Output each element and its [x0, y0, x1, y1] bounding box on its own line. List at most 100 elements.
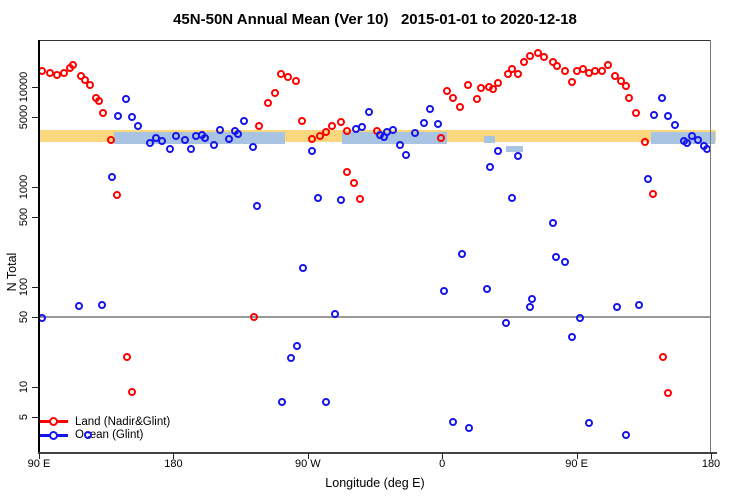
data-point-ocean [493, 147, 502, 156]
data-point-ocean [224, 135, 233, 143]
data-point-land [590, 66, 599, 75]
data-point-ocean [433, 120, 442, 128]
data-point-ocean [486, 162, 494, 171]
data-point-land [76, 71, 85, 80]
data-point-ocean [508, 193, 517, 202]
data-point-ocean [514, 152, 523, 161]
data-point-land [477, 84, 485, 92]
data-point-land [254, 122, 263, 131]
data-point-ocean [166, 145, 175, 153]
data-point-ocean [551, 253, 560, 261]
data-point-land [356, 195, 365, 203]
data-point-land [276, 70, 285, 78]
data-point-ocean [548, 219, 557, 227]
data-point-ocean [233, 130, 242, 138]
x-axis-title: Longitude (deg E) [325, 476, 425, 490]
y-tick [32, 87, 38, 88]
x-tick-label: 90 E [27, 458, 51, 470]
data-point-land [539, 52, 548, 61]
data-point-ocean [253, 201, 261, 210]
data-point-ocean [439, 287, 448, 296]
data-point-land [663, 389, 672, 398]
x-tick-label: 180 [701, 458, 721, 470]
data-point-land [520, 58, 529, 66]
data-point-land [99, 109, 108, 117]
data-point-ocean [248, 143, 257, 152]
data-point-ocean [127, 113, 136, 122]
data-point-land [297, 117, 306, 125]
y-tick-label: 10 [18, 381, 30, 394]
x-axis-line [38, 452, 717, 454]
y-tick-label: 5 [18, 414, 30, 421]
data-point-ocean [187, 145, 196, 153]
data-point-land [284, 73, 293, 81]
x-tick-label: 90 E [565, 458, 588, 470]
plot-border-top [39, 40, 711, 41]
data-point-land [336, 118, 345, 126]
data-point-land [52, 70, 61, 79]
data-point-land [69, 61, 78, 69]
data-point-ocean [239, 117, 248, 125]
data-point-land [503, 70, 512, 78]
legend-marker-land-line [40, 417, 68, 427]
data-point-land [514, 70, 523, 78]
data-point-land [621, 81, 630, 90]
data-point-ocean [293, 341, 302, 350]
x-tick [576, 453, 578, 459]
legend-marker-ocean-circle-icon [49, 430, 58, 440]
data-point-ocean [663, 112, 672, 120]
data-point-land [489, 85, 497, 93]
data-point-ocean [365, 108, 373, 117]
data-point-ocean [644, 175, 653, 184]
data-point-land [448, 94, 457, 102]
data-point-land [632, 109, 641, 117]
data-point-land [127, 388, 136, 397]
data-point-ocean [357, 123, 366, 131]
data-point-ocean [209, 141, 218, 150]
data-point-land [648, 189, 657, 198]
y-tick [32, 287, 38, 289]
data-point-land [442, 87, 451, 95]
data-point-ocean [526, 302, 535, 311]
data-point-land [81, 76, 90, 84]
data-point-land [106, 136, 115, 145]
y-tick [32, 117, 38, 119]
data-point-ocean [314, 193, 323, 202]
y-tick-label: 100 [18, 277, 30, 297]
data-point-ocean [448, 417, 457, 426]
data-point-ocean [108, 173, 117, 181]
y-tick [32, 187, 38, 189]
data-point-ocean [308, 147, 317, 156]
data-point-ocean [527, 295, 536, 304]
data-point-land [568, 78, 577, 87]
data-point-ocean [396, 141, 405, 150]
data-point-land [112, 191, 121, 200]
data-point-land [315, 132, 324, 140]
data-point-land [598, 66, 606, 75]
data-point-ocean [457, 250, 466, 259]
data-point-land [472, 95, 481, 103]
data-point-ocean [121, 95, 130, 103]
y-axis-line [38, 40, 40, 454]
data-point-ocean [687, 132, 696, 140]
data-point-land [321, 128, 330, 136]
data-point-ocean [411, 129, 420, 137]
data-point-ocean [172, 132, 181, 140]
legend-label-land: Land (Nadir&Glint) [75, 415, 171, 428]
data-point-ocean [215, 126, 224, 134]
legend: Land (Nadir&Glint) Ocean (Glint) [40, 415, 170, 442]
chart-title: 45N-50N Annual Mean (Ver 10) 2015-01-01 … [173, 11, 577, 28]
legend-label-ocean: Ocean (Glint) [75, 429, 144, 442]
data-point-ocean [650, 111, 659, 119]
y-tick-label: 50 [18, 311, 30, 324]
data-point-land [270, 89, 279, 97]
data-point-land [611, 71, 620, 80]
y-axis-title: N Total [5, 252, 19, 292]
data-point-land [617, 76, 626, 85]
y-tick-label: 5000 [18, 104, 30, 130]
data-point-ocean [299, 264, 308, 273]
data-point-ocean [693, 136, 702, 145]
data-point-land [526, 52, 535, 60]
data-point-land [463, 80, 472, 89]
data-point-ocean [402, 151, 411, 159]
